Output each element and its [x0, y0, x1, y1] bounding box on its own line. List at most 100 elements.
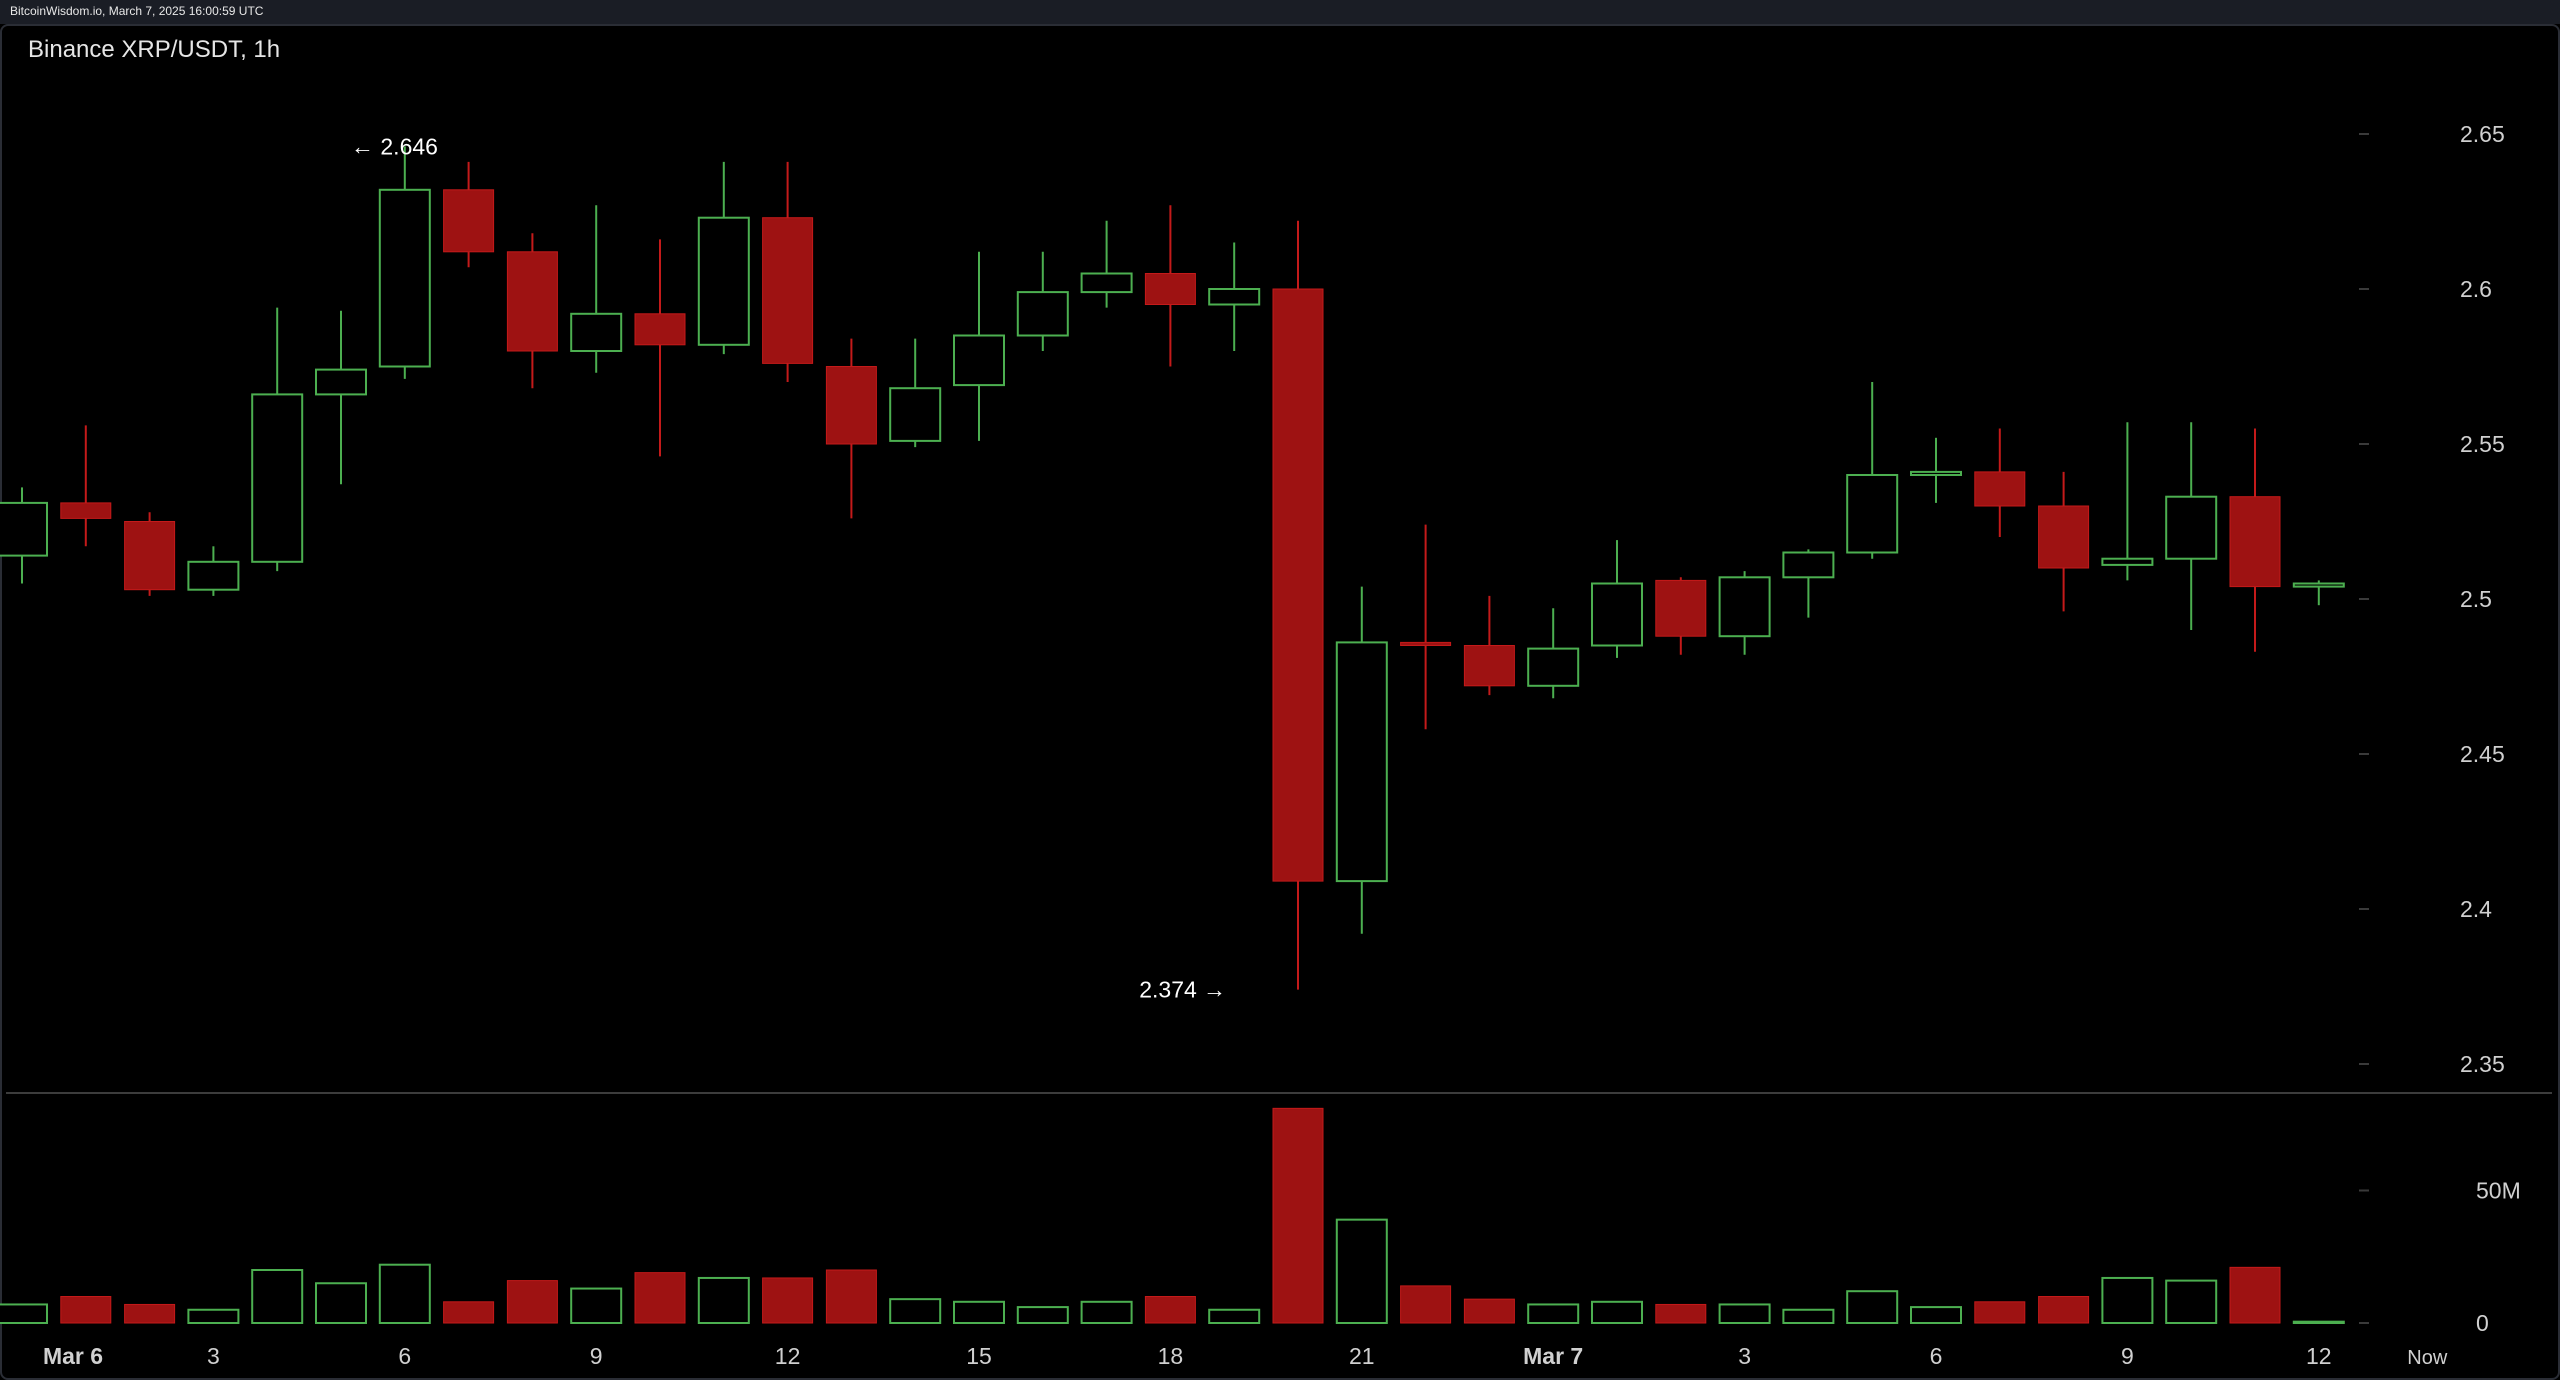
- time-axis-label: 21: [1349, 1343, 1375, 1369]
- price-tick-label: 2.65: [2460, 121, 2505, 147]
- candle-body-up: [2292, 582, 2345, 588]
- candle-body-up: [1718, 576, 1771, 638]
- extreme-price-label: 2.374 →: [1139, 977, 1226, 1003]
- candle-body-up: [1080, 272, 1133, 294]
- volume-bar-up: [1527, 1303, 1580, 1324]
- volume-tick-label: 0: [2476, 1310, 2489, 1336]
- volume-bar-down: [2038, 1296, 2090, 1324]
- volume-bar-down: [2229, 1266, 2281, 1324]
- candle-body-down: [1272, 288, 1324, 882]
- candle-body-down: [1144, 273, 1196, 305]
- volume-bar-down: [1272, 1107, 1324, 1324]
- candle-body-up: [1591, 582, 1643, 647]
- volume-bar-down: [60, 1296, 112, 1324]
- candle-body-down: [2038, 505, 2090, 569]
- volume-bar-up: [1846, 1290, 1899, 1324]
- volume-bar-down: [1400, 1285, 1452, 1324]
- price-tick-label: 2.5: [2460, 586, 2492, 612]
- price-tick-label: 2.55: [2460, 431, 2505, 457]
- volume-bar-up: [1208, 1308, 1261, 1324]
- volume-bar-up: [2292, 1320, 2345, 1325]
- volume-bar-up: [187, 1308, 240, 1324]
- volume-bar-down: [762, 1277, 814, 1324]
- volume-bar-down: [506, 1280, 558, 1324]
- candle-body-down: [825, 366, 877, 445]
- volume-bar-up: [1782, 1308, 1835, 1324]
- candle-body-up: [251, 393, 304, 563]
- candle-body-up: [187, 560, 240, 591]
- volume-bar-down: [1655, 1303, 1707, 1324]
- volume-bar-up: [2101, 1276, 2154, 1324]
- candle-body-up: [1016, 291, 1069, 337]
- candle-body-up: [2165, 495, 2218, 560]
- volume-tick-label: 50M: [2476, 1178, 2521, 1204]
- volume-bar-up: [0, 1303, 48, 1324]
- time-axis-label: 18: [1158, 1343, 1184, 1369]
- time-axis-label: Mar 6: [43, 1343, 103, 1369]
- time-axis-label: 12: [2306, 1343, 2332, 1369]
- volume-bar-down: [124, 1303, 176, 1324]
- candle-body-down: [60, 502, 112, 519]
- volume-bar-up: [2165, 1279, 2218, 1324]
- price-tick-label: 2.45: [2460, 741, 2505, 767]
- volume-bar-down: [1463, 1298, 1515, 1324]
- time-axis-label: 9: [2121, 1343, 2134, 1369]
- candle-body-down: [443, 189, 495, 253]
- volume-bar-up: [315, 1282, 367, 1324]
- candle-body-up: [697, 216, 750, 346]
- candle-body-down: [506, 251, 558, 352]
- volume-bar-down: [1144, 1296, 1196, 1324]
- time-axis-label: Now: [2407, 1347, 2448, 1369]
- price-tick-label: 2.4: [2460, 896, 2492, 922]
- volume-bar-up: [378, 1263, 431, 1324]
- volume-bar-up: [1335, 1218, 1388, 1325]
- volume-bar-up: [1910, 1306, 1962, 1324]
- candle-body-down: [1463, 645, 1515, 687]
- time-axis-label: 3: [207, 1343, 220, 1369]
- volume-bar-up: [1016, 1306, 1069, 1324]
- volume-bar-up: [889, 1298, 942, 1325]
- volume-bar-up: [697, 1276, 750, 1324]
- volume-bar-down: [825, 1269, 877, 1324]
- time-axis-label: 12: [775, 1343, 801, 1369]
- candle-body-up: [1208, 288, 1261, 306]
- chart-title: Binance XRP/USDT, 1h: [28, 36, 281, 63]
- time-axis-label: 6: [1930, 1343, 1943, 1369]
- candle-body-up: [315, 368, 367, 396]
- candle-body-down: [634, 313, 686, 346]
- volume-bar-up: [1080, 1300, 1133, 1325]
- candle-body-up: [2101, 557, 2154, 566]
- volume-bar-up: [1718, 1303, 1771, 1324]
- volume-bar-down: [634, 1272, 686, 1324]
- time-axis-label: 15: [966, 1343, 992, 1369]
- candle-body-up: [1527, 647, 1580, 687]
- source-label: BitcoinWisdom.io, March 7, 2025 16:00:59…: [10, 4, 264, 18]
- price-tick-label: 2.35: [2460, 1051, 2505, 1077]
- volume-bar-up: [1591, 1300, 1643, 1325]
- time-axis-label: 6: [398, 1343, 411, 1369]
- candle-body-up: [1846, 474, 1899, 554]
- volume-bar-down: [443, 1301, 495, 1324]
- candle-body-up: [0, 501, 48, 557]
- candle-body-up: [889, 387, 942, 442]
- top-bar: BitcoinWisdom.io, March 7, 2025 16:00:59…: [0, 0, 2560, 24]
- time-axis-label: 3: [1738, 1343, 1751, 1369]
- candle-body-down: [124, 521, 176, 591]
- price-tick-label: 2.6: [2460, 276, 2492, 302]
- candle-body-up: [570, 312, 623, 352]
- candle-body-down: [2229, 496, 2281, 588]
- time-axis-label: Mar 7: [1523, 1343, 1583, 1369]
- volume-bar-down: [1974, 1301, 2026, 1324]
- candle-body-up: [378, 188, 431, 368]
- candle-body-down: [1400, 641, 1452, 647]
- candle-body-up: [953, 334, 1005, 387]
- candle-body-down: [1974, 471, 2026, 507]
- time-axis-label: 9: [590, 1343, 603, 1369]
- volume-bar-up: [251, 1269, 304, 1324]
- candle-body-down: [762, 217, 814, 364]
- volume-bar-up: [570, 1287, 623, 1325]
- extreme-price-label: ← 2.646: [351, 133, 438, 159]
- volume-bar-up: [953, 1300, 1005, 1325]
- candle-body-up: [1782, 551, 1835, 579]
